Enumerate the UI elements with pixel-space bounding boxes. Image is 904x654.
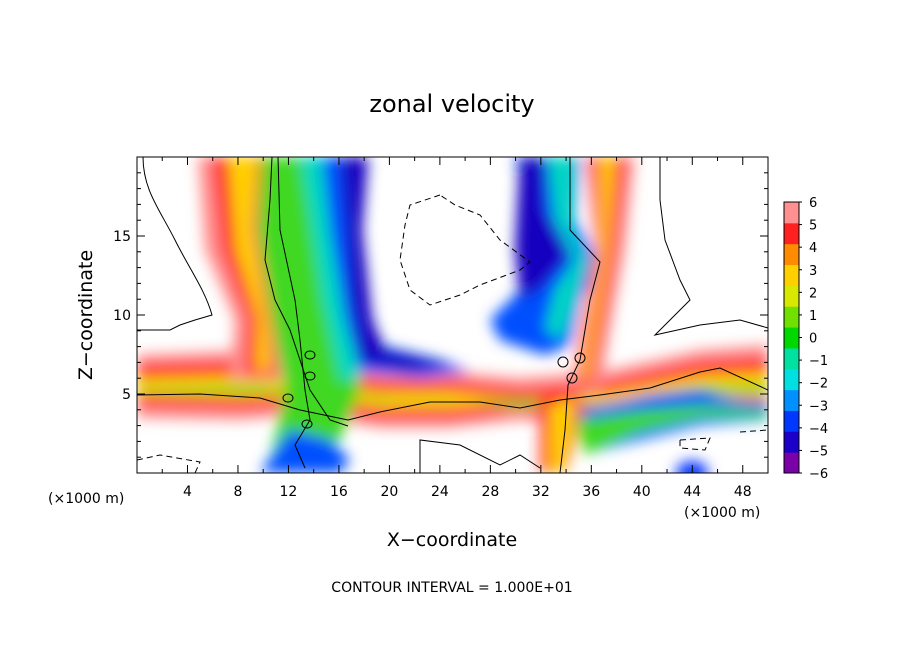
contour-solid-updraft-left: [277, 157, 311, 469]
x-tick-label: 48: [734, 484, 752, 500]
contour-solid-updraft-right: [264, 157, 349, 427]
x-unit-right: (×1000 m): [684, 505, 760, 521]
contour-solid-left: [137, 157, 213, 331]
x-tick-label: 20: [380, 484, 398, 500]
right-downdraft-cyan: [545, 157, 588, 340]
contour-small-6: [574, 352, 586, 364]
right-jet-yellow: [582, 157, 615, 380]
x-tick-label: 8: [233, 484, 242, 500]
y-tick-label: 5: [122, 387, 131, 403]
contour-interval-note: CONTOUR INTERVAL = 1.000E+01: [331, 580, 572, 596]
colorbar-tick-label: −2: [809, 377, 828, 392]
x-tick-label: 12: [280, 484, 298, 500]
colorbar-swatch: [784, 327, 799, 349]
x-tick-label: 32: [532, 484, 550, 500]
colorbar-swatch: [784, 222, 799, 245]
colorbar-swatch: [784, 243, 799, 266]
colorbar-swatch: [784, 389, 799, 411]
x-unit-left: (×1000 m): [48, 491, 124, 507]
x-tick-label: 16: [330, 484, 348, 500]
chart-title: zonal velocity: [369, 90, 534, 118]
colorbar: 6 5 4 3 2 1 0 −1 −2 −3 −4 −5 −6: [783, 196, 828, 482]
colorbar-tick-label: 6: [809, 196, 817, 211]
colorbar-swatch: [784, 452, 799, 474]
plot-area: [137, 157, 768, 473]
velocity-field: [137, 157, 768, 473]
outflow-right-green: [575, 405, 768, 455]
colorbar-tick-label: −6: [809, 467, 828, 482]
contour-solid-right-jet: [559, 157, 601, 473]
colorbar-tick-label: 1: [809, 309, 817, 324]
colorbar-swatch: [784, 306, 799, 328]
central-downdraft-core: [340, 157, 455, 372]
x-tick-label: 40: [633, 484, 651, 500]
colorbar-tick-label: −1: [809, 354, 828, 369]
x-tick-label: 36: [582, 484, 600, 500]
colorbar-tick-label: 4: [809, 241, 817, 256]
colorbar-tick-label: 0: [809, 332, 817, 347]
contour-small-3: [282, 393, 294, 403]
contour-small-1: [304, 350, 316, 360]
colorbar-swatch: [784, 368, 799, 391]
contour-dashed-lower-right: [679, 429, 768, 451]
x-tick-label: 4: [183, 484, 192, 500]
contour-small-2: [304, 371, 316, 381]
contour-small-5: [557, 356, 569, 368]
colorbar-swatch: [784, 410, 799, 432]
contour-solid-surface: [419, 439, 541, 473]
colorbar-tick-label: 3: [809, 264, 817, 279]
x-tick-label: 44: [683, 484, 701, 500]
x-axis-ticks: 4 8 12 16 20 24 28 32 36 40 44 48: [161, 157, 752, 500]
y-axis-ticks: 5 10 15: [113, 172, 768, 458]
colorbar-tick-label: −5: [809, 444, 828, 459]
colorbar-swatch: [784, 202, 799, 224]
surface-updraft-core: [550, 398, 575, 473]
contour-solid-far-right: [653, 157, 768, 336]
contour-solid-band-top: [137, 367, 768, 421]
contour-small-4: [301, 419, 313, 429]
x-tick-label: 28: [481, 484, 499, 500]
outflow-surface-blue: [260, 430, 350, 473]
colorbar-tick-label: 2: [809, 286, 817, 301]
colorbar-swatch: [784, 431, 799, 453]
colorbar-swatch: [784, 347, 799, 370]
x-tick-label: 24: [431, 484, 449, 500]
colorbar-swatch: [784, 264, 799, 286]
y-tick-label: 15: [113, 229, 131, 245]
colorbar-tick-label: −4: [809, 422, 828, 437]
colorbar-tick-label: −3: [809, 399, 828, 414]
x-axis-label: X−coordinate: [387, 529, 517, 551]
colorbar-swatch: [784, 285, 799, 307]
contour-dashed-lower-left: [137, 454, 201, 473]
colorbar-tick-label: 5: [809, 219, 817, 234]
contour-lines: [137, 157, 768, 473]
right-downdraft-core: [515, 157, 570, 300]
central-updraft: [258, 157, 360, 470]
y-tick-label: 10: [113, 308, 131, 324]
left-jet-yellow: [228, 157, 270, 370]
y-axis-label: Z−coordinate: [75, 250, 97, 380]
contour-small-7: [566, 372, 578, 384]
